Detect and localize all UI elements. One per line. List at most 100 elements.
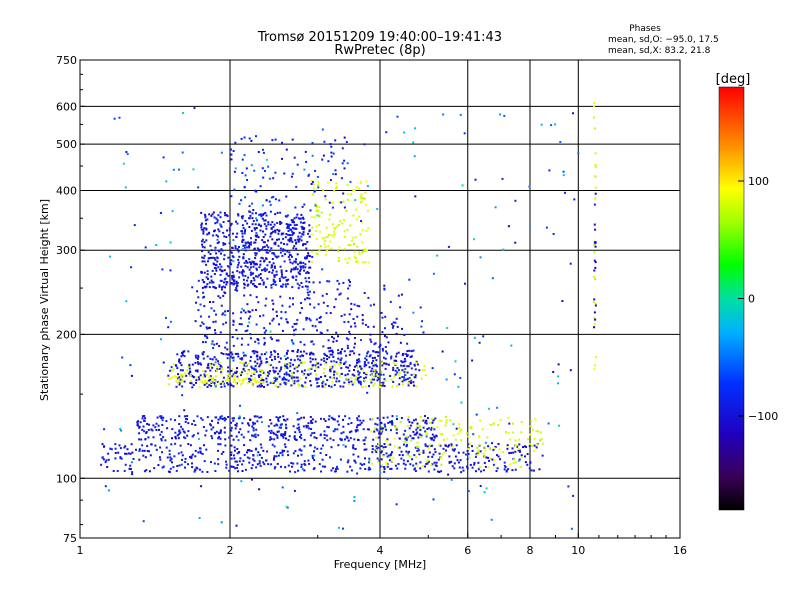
echo-point (232, 283, 235, 286)
echo-point (460, 471, 463, 474)
echo-point (213, 257, 216, 259)
echo-point (492, 463, 495, 466)
echo-point (496, 406, 499, 409)
echo-point (284, 276, 287, 279)
echo-point (303, 469, 306, 472)
echo-point (325, 226, 328, 229)
echo-point (445, 449, 447, 452)
echo-point (268, 271, 271, 273)
echo-point (354, 378, 357, 381)
echo-point (441, 433, 444, 436)
echo-point (273, 424, 276, 427)
echo-point (271, 299, 274, 302)
echo-point (210, 256, 212, 259)
echo-point (213, 267, 216, 269)
echo-point (248, 246, 251, 249)
echo-point (249, 379, 252, 381)
echo-point (267, 239, 269, 242)
echo-point (336, 279, 339, 282)
echo-point (403, 334, 406, 336)
echo-point (409, 463, 412, 466)
echo-point (315, 318, 318, 321)
echo-point (477, 449, 480, 452)
echo-point (380, 425, 383, 428)
echo-point (349, 281, 351, 283)
echo-point (209, 424, 212, 427)
echo-point (347, 338, 350, 341)
echo-point (462, 451, 465, 454)
echo-point (252, 421, 255, 424)
echo-point (186, 369, 188, 372)
echo-point (154, 426, 157, 429)
echo-point (223, 278, 226, 281)
echo-point (311, 181, 314, 183)
x-tick-label: 1 (77, 544, 84, 557)
echo-point (327, 244, 330, 247)
echo-point (317, 209, 320, 212)
echo-point (380, 427, 382, 430)
echo-point (319, 315, 322, 318)
echo-point (363, 247, 366, 250)
echo-point (187, 366, 190, 368)
echo-point (379, 373, 382, 376)
echo-point (365, 448, 368, 451)
echo-point (314, 358, 317, 361)
echo-point (232, 323, 235, 326)
echo-point (265, 214, 268, 217)
echo-point (338, 246, 341, 249)
echo-point (272, 308, 274, 311)
echo-point (378, 419, 381, 422)
echo-point (353, 381, 356, 384)
echo-point (143, 430, 146, 433)
echo-point (401, 327, 403, 330)
echo-point (473, 461, 476, 464)
echo-point (318, 385, 320, 388)
echo-point (226, 265, 229, 268)
echo-point (268, 372, 271, 375)
echo-point (105, 459, 108, 462)
echo-point (119, 447, 122, 450)
echo-point (426, 445, 429, 448)
echo-point (427, 470, 430, 473)
echo-point (292, 231, 295, 234)
echo-point (300, 262, 302, 265)
echo-point (135, 448, 137, 451)
echo-point (231, 275, 234, 277)
echo-point (330, 155, 333, 158)
echo-point (176, 377, 179, 380)
echo-point (242, 270, 245, 273)
echo-point (325, 312, 328, 315)
echo-point (300, 213, 303, 216)
echo-point (378, 431, 381, 434)
echo-point (281, 454, 284, 457)
echo-point (373, 303, 375, 306)
echo-point (293, 382, 296, 385)
echo-point (423, 364, 426, 367)
echo-point (552, 371, 555, 373)
echo-point (223, 426, 226, 429)
echo-point (210, 381, 213, 384)
echo-point (357, 415, 360, 418)
echo-point (342, 385, 345, 388)
echo-point (109, 255, 112, 258)
echo-point (265, 361, 268, 364)
echo-point (507, 416, 510, 419)
echo-point (253, 285, 256, 287)
echo-point (254, 422, 256, 425)
echo-point (419, 424, 421, 427)
echo-point (243, 354, 245, 357)
echo-point (361, 241, 364, 244)
echo-point (320, 447, 323, 450)
echo-point (562, 174, 565, 177)
echo-point (347, 244, 350, 246)
echo-point (281, 141, 283, 144)
echo-point (317, 181, 320, 184)
echo-point (266, 244, 268, 247)
echo-point (299, 268, 302, 271)
echo-point (425, 463, 428, 465)
echo-point (317, 366, 320, 369)
echo-point (469, 426, 471, 429)
echo-point (333, 384, 336, 386)
echo-point (280, 426, 282, 429)
echo-point (419, 416, 422, 418)
